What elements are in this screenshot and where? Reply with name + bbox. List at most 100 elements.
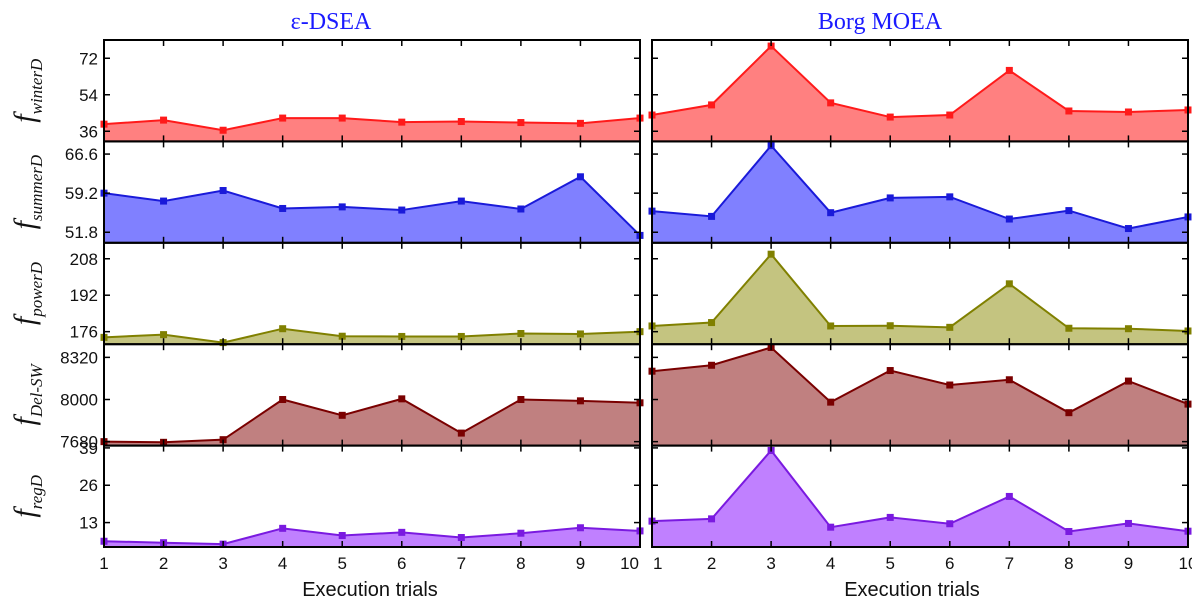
series-area (104, 118, 640, 142)
data-point (160, 331, 168, 339)
data-point (946, 323, 954, 331)
series-line (103, 397, 641, 444)
panel-r3-c1 (648, 343, 1192, 447)
data-point (1005, 66, 1013, 74)
data-point (1065, 409, 1073, 417)
series-line (103, 175, 641, 237)
series-area (652, 450, 1188, 547)
series-line (651, 252, 1189, 332)
panel-r3-c0: 7680 8000 8320 (60, 343, 644, 452)
series-area (104, 527, 640, 547)
x-tick-label: 4 (826, 554, 835, 573)
series-line (103, 327, 641, 344)
y-axis-label: fwinterD (8, 58, 46, 123)
data-point (767, 42, 775, 50)
data-point (708, 212, 716, 220)
data-point (398, 206, 406, 214)
data-point (886, 113, 894, 121)
data-point (1065, 207, 1073, 215)
x-tick-label: 2 (707, 554, 716, 573)
y-axis-label: fDel-SW (8, 362, 46, 425)
panel-r1-c0: 51.8 59.2 66.6 (65, 140, 644, 244)
data-point (517, 119, 525, 127)
data-point (338, 411, 346, 419)
x-tick-label: 3 (218, 554, 227, 573)
data-point (1065, 107, 1073, 115)
series-area (652, 145, 1188, 243)
x-tick-label: 9 (1124, 554, 1133, 573)
data-point (457, 197, 465, 205)
data-point (398, 395, 406, 403)
panel-r4-c0: 13 26 39 (79, 439, 644, 549)
data-point (946, 111, 954, 119)
x-tick-label: 8 (516, 554, 525, 573)
y-tick-label: 13 (79, 514, 98, 533)
data-point (219, 187, 227, 195)
y-tick-label: 66.6 (65, 145, 98, 164)
panel-r0-c0: 36 54 72 (79, 39, 644, 143)
data-point (279, 325, 287, 333)
data-point (827, 322, 835, 330)
panel-r1-c1 (648, 140, 1192, 244)
series-line (651, 144, 1189, 230)
panel-frame (651, 444, 1189, 549)
data-point (338, 532, 346, 540)
data-point (160, 197, 168, 205)
data-point (576, 119, 584, 127)
data-point (886, 322, 894, 330)
data-point (946, 520, 954, 528)
data-point (279, 204, 287, 212)
y-tick-label: 192 (70, 286, 98, 305)
x-axis-title-right: Execution trials (844, 579, 980, 601)
x-tick-label: 5 (885, 554, 894, 573)
x-tick-label: 10 (620, 554, 639, 573)
series-area (652, 347, 1188, 446)
y-tick-label: 72 (79, 49, 98, 68)
data-point (517, 329, 525, 337)
x-tick-label: 3 (766, 554, 775, 573)
data-point (517, 205, 525, 213)
y-tick-label: 59.2 (65, 184, 98, 203)
data-point (398, 332, 406, 340)
y-axis-label: fsummerD (8, 154, 46, 229)
data-point (338, 332, 346, 340)
data-point (1005, 280, 1013, 288)
data-point (886, 513, 894, 521)
y-axis-label: fpowerD (8, 261, 46, 325)
data-point (219, 126, 227, 134)
x-tick-label: 9 (576, 554, 585, 573)
panel-r4-c1 (648, 444, 1192, 549)
data-point (886, 367, 894, 375)
x-tick-label: 4 (278, 554, 287, 573)
data-point (827, 398, 835, 406)
data-point (576, 173, 584, 181)
data-point (457, 534, 465, 542)
x-tick-label: 8 (1064, 554, 1073, 573)
y-tick-label: 39 (79, 439, 98, 458)
x-tick-label: 6 (397, 554, 406, 573)
data-point (708, 361, 716, 369)
data-point (1124, 108, 1132, 116)
y-tick-label: 36 (79, 122, 98, 141)
data-point (767, 250, 775, 258)
x-tick-label: 5 (337, 554, 346, 573)
data-point (338, 114, 346, 122)
data-point (708, 515, 716, 523)
data-point (708, 319, 716, 327)
panel-r2-c0: 176 192 208 (70, 241, 644, 347)
data-point (1065, 527, 1073, 535)
series-line (103, 117, 641, 132)
x-tick-label: 1 (99, 554, 108, 573)
x-axis-title-left: Execution trials (302, 579, 438, 601)
series-area (104, 398, 640, 446)
data-point (279, 524, 287, 532)
data-point (279, 114, 287, 122)
data-point (457, 429, 465, 437)
x-tick-label: 2 (159, 554, 168, 573)
series-line (651, 448, 1189, 533)
data-point (1124, 519, 1132, 527)
data-point (279, 396, 287, 404)
data-point (1005, 215, 1013, 223)
data-point (827, 209, 835, 217)
series-line (651, 44, 1189, 119)
